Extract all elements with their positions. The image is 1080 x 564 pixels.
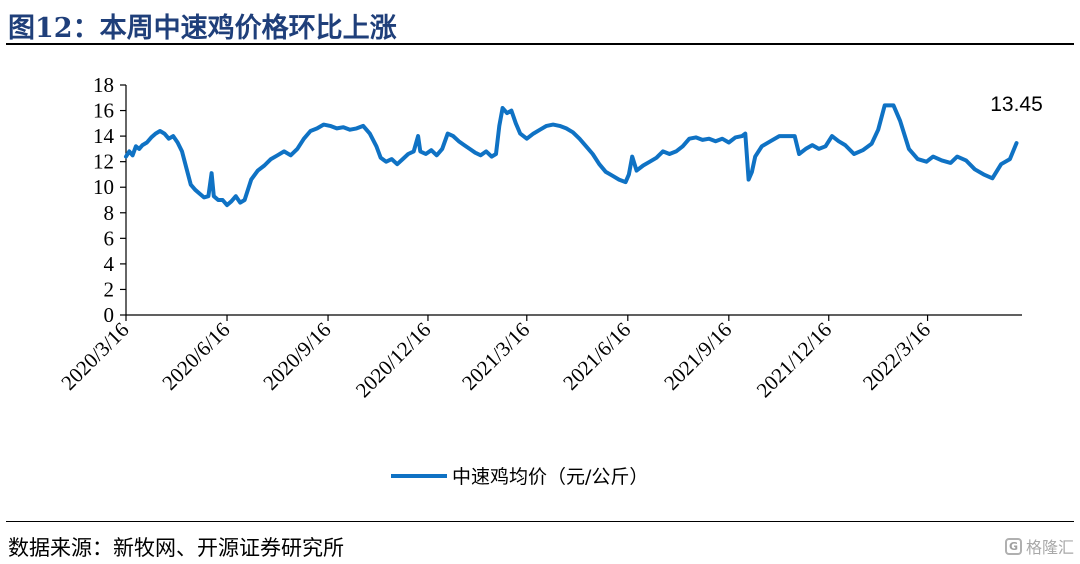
x-tick-label: 2020/9/16: [258, 318, 335, 395]
x-tick-label: 2021/6/16: [558, 318, 635, 395]
x-tick-label: 2021/12/16: [752, 318, 837, 403]
x-tick-label: 2021/3/16: [457, 318, 534, 395]
y-tick-label: 0: [104, 303, 115, 327]
y-tick-label: 8: [104, 201, 115, 225]
last-value-label: 13.45: [990, 93, 1043, 116]
x-axis-ticks: 2020/3/16 2020/6/16 2020/9/16 2020/12/16 202…: [56, 315, 935, 402]
y-tick-label: 12: [93, 150, 114, 174]
y-tick-label: 14: [93, 124, 115, 148]
legend: 中速鸡均价（元/公斤）: [391, 466, 648, 488]
x-tick-label: 2020/3/16: [56, 318, 133, 395]
series-line: [124, 103, 1019, 208]
chart-axes: [125, 85, 1022, 316]
title-rule: [6, 43, 1074, 45]
x-tick-label: 2020/12/16: [351, 318, 436, 403]
x-tick-label: 2020/6/16: [157, 318, 234, 395]
x-tick-label: 2022/3/16: [858, 318, 935, 395]
watermark-text: 格隆汇: [1025, 538, 1074, 557]
figure-title: 图12：本周中速鸡价格环比上涨: [8, 13, 397, 44]
watermark: G 格隆汇: [1004, 534, 1074, 558]
y-tick-label: 4: [104, 252, 115, 276]
legend-label: 中速鸡均价（元/公斤）: [452, 466, 648, 488]
source-rule: [6, 521, 1074, 522]
y-tick-label: 6: [104, 226, 115, 250]
watermark-logo-icon: G: [1004, 537, 1022, 555]
y-tick-label: 18: [93, 73, 114, 97]
y-tick-label: 16: [93, 99, 114, 123]
y-tick-label: 2: [104, 277, 115, 301]
x-tick-label: 2021/9/16: [659, 318, 736, 395]
y-tick-label: 10: [93, 175, 114, 199]
source-note: 数据来源：新牧网、开源证券研究所: [8, 536, 344, 560]
